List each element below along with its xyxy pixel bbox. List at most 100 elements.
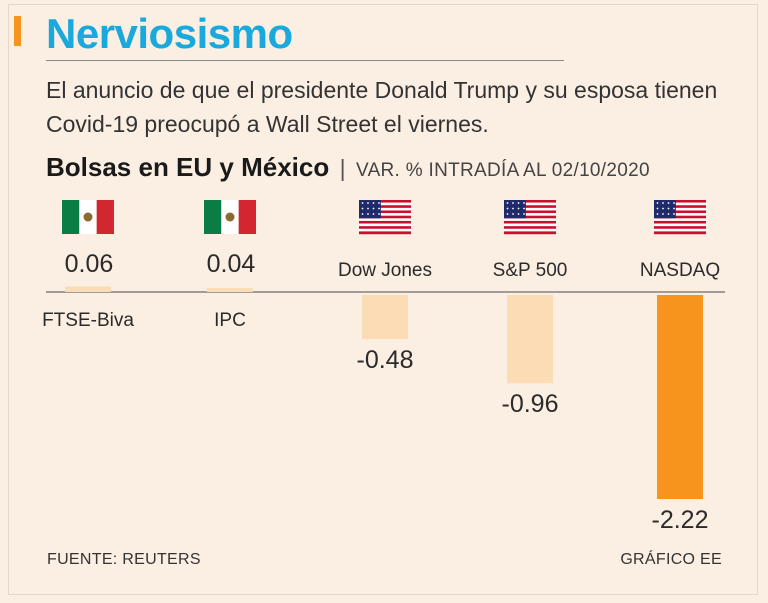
flag-star	[506, 207, 509, 210]
page-title: Nerviosismo	[46, 10, 293, 57]
mexico-flag-icon	[204, 200, 256, 234]
category-label-nasdaq: NASDAQ	[640, 260, 720, 281]
bar-group-nasdaq: -2.22 NASDAQ	[640, 200, 720, 534]
category-label-ftse-biva: FTSE-Biva	[42, 310, 134, 331]
flag-star	[378, 213, 380, 215]
flag-star	[656, 213, 659, 215]
flag-emblem	[225, 212, 235, 222]
flag-stripe	[654, 213, 706, 216]
bar-dow-jones	[362, 295, 408, 340]
flag-stripe	[359, 220, 411, 224]
category-label-dow-jones: Dow Jones	[338, 260, 432, 281]
flag-stripe	[654, 226, 706, 229]
flag-stripe	[504, 210, 556, 214]
flag-star	[656, 207, 659, 210]
flag-star	[506, 202, 509, 204]
flag-stripe	[654, 220, 706, 224]
flag-stripe	[359, 215, 411, 219]
flag-stripe	[359, 226, 411, 229]
usa-flag-icon	[654, 200, 706, 235]
flag-stripe	[359, 202, 411, 206]
flag-star	[367, 207, 369, 210]
flag-star	[367, 213, 369, 215]
flag-stripe	[504, 200, 556, 203]
flag-stripe	[504, 226, 556, 229]
flag-star	[361, 207, 364, 210]
heading-separator: |	[339, 155, 346, 181]
flag-stripe	[654, 218, 706, 222]
flag-stripe	[359, 210, 411, 214]
flag-stripe	[504, 215, 556, 219]
flag-canton	[359, 200, 381, 219]
flag-star	[517, 213, 520, 215]
flag-stripe	[654, 200, 706, 203]
flag-stripe-red	[96, 200, 114, 234]
flag-star	[673, 213, 675, 215]
bar-ipc	[207, 288, 253, 292]
subtitle: El anuncio de que el presidente Donald T…	[46, 77, 718, 137]
value-label-s-p-500: -0.96	[502, 390, 559, 418]
flag-stripe	[504, 207, 556, 211]
flag-star	[372, 202, 375, 204]
flag-star	[506, 213, 509, 215]
flag-star	[673, 202, 675, 204]
flag-star	[372, 207, 375, 210]
bar-ftse-biva	[65, 286, 111, 292]
flag-star	[673, 207, 675, 210]
flag-star	[523, 213, 525, 215]
flag-stripe	[504, 228, 556, 232]
bar-group-dow-jones: -0.48 Dow Jones	[338, 200, 432, 374]
flag-star	[667, 207, 670, 210]
flag-stripe	[654, 215, 706, 219]
graphic-credit: GRÁFICO EE	[620, 551, 722, 568]
flag-emblem	[83, 212, 93, 222]
flag-stripe	[504, 205, 556, 209]
flag-star	[662, 202, 664, 204]
category-label-s-p-500: S&P 500	[493, 260, 568, 281]
flag-star	[667, 213, 670, 215]
flag-star	[512, 213, 514, 215]
flag-stripe	[359, 218, 411, 222]
chart-title: Bolsas en EU y México	[46, 152, 330, 182]
flag-star	[662, 213, 664, 215]
flag-stripe	[359, 231, 411, 235]
value-label-ftse-biva: 0.06	[65, 250, 114, 278]
flag-stripe	[359, 223, 411, 227]
flag-star	[378, 202, 380, 204]
title-divider	[46, 60, 564, 61]
chart-heading: Bolsas en EU y México | VAR. % INTRADÍA …	[46, 151, 650, 187]
flag-star	[372, 213, 375, 215]
flag-star	[517, 202, 520, 204]
value-label-ipc: 0.04	[207, 250, 256, 278]
flag-stripe	[359, 207, 411, 211]
value-label-dow-jones: -0.48	[357, 346, 414, 374]
usa-flag-icon	[359, 200, 411, 235]
value-label-nasdaq: -2.22	[652, 506, 709, 534]
flag-star	[512, 202, 514, 204]
flag-star	[361, 202, 364, 204]
flag-star	[517, 207, 520, 210]
bar-s-p-500	[507, 295, 553, 384]
flag-canton	[654, 200, 676, 219]
flag-star	[523, 207, 525, 210]
flag-stripe	[504, 231, 556, 235]
bar-group-ipc: 0.04 IPC	[204, 200, 256, 331]
flag-stripe	[359, 200, 411, 203]
flag-star	[662, 207, 664, 210]
flag-stripe	[504, 218, 556, 222]
mexico-flag-icon	[62, 200, 114, 234]
flag-star	[367, 202, 369, 204]
flag-canton	[504, 200, 526, 219]
chart-subtitle: VAR. % INTRADÍA AL 02/10/2020	[356, 160, 650, 181]
flag-stripe	[654, 231, 706, 235]
flag-stripe-red	[238, 200, 256, 234]
flag-stripe	[654, 202, 706, 206]
flag-stripe	[359, 228, 411, 232]
bar-group-ftse-biva: 0.06 FTSE-Biva	[42, 200, 134, 331]
flag-star	[656, 202, 659, 204]
flag-stripe	[359, 213, 411, 216]
flag-stripe-green	[204, 200, 222, 234]
flag-stripe	[654, 210, 706, 214]
flag-stripe	[654, 223, 706, 227]
